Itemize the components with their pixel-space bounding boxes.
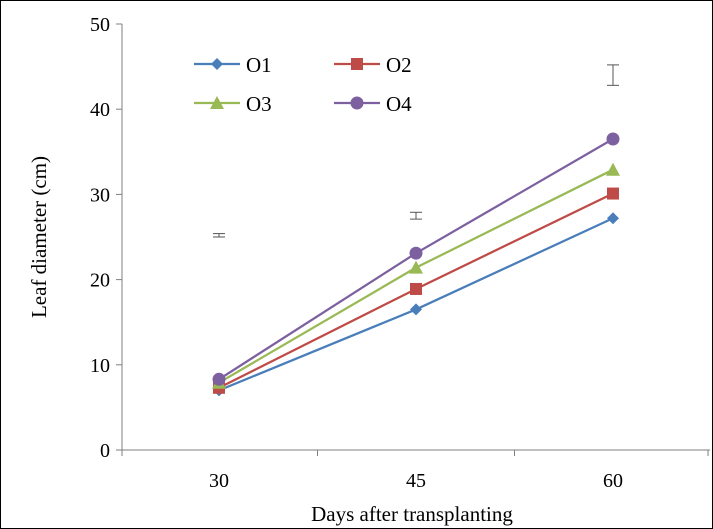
data-point-o4 — [212, 372, 226, 386]
y-tick-label: 10 — [90, 355, 110, 377]
x-tick-label: 30 — [209, 470, 229, 492]
legend-item-o1: O1 — [194, 53, 272, 77]
data-point-o3 — [606, 162, 620, 176]
legend-item-o2: O2 — [334, 53, 412, 77]
data-point-o1 — [410, 303, 422, 316]
data-point-o2 — [607, 187, 619, 200]
y-tick-label: 30 — [90, 184, 110, 206]
x-tick-label: 45 — [406, 470, 426, 492]
legend-marker — [350, 96, 364, 110]
x-tick-label: 60 — [603, 470, 623, 492]
legend-marker — [210, 96, 224, 109]
legend-label: O1 — [246, 53, 272, 77]
legend-marker — [351, 58, 363, 70]
data-point-o3 — [409, 260, 423, 274]
data-point-o4 — [409, 246, 423, 260]
legend-label: O4 — [386, 92, 412, 116]
legend-item-o3: O3 — [194, 92, 272, 116]
data-point-o2 — [410, 282, 422, 295]
legend: O1 O2 O3 O4 — [194, 53, 412, 116]
series-line-o3 — [218, 168, 614, 384]
legend-label: O2 — [386, 53, 412, 77]
y-axis-ticks: 0 10 20 30 40 50 — [90, 14, 122, 462]
series-markers — [212, 132, 620, 397]
axes — [121, 24, 710, 451]
y-tick-label: 20 — [90, 270, 110, 292]
legend-item-o4: O4 — [334, 92, 412, 116]
legend-marker — [211, 58, 223, 70]
y-tick-label: 40 — [90, 99, 110, 121]
data-point-o4 — [606, 132, 620, 146]
error-bars — [213, 64, 619, 238]
y-tick-label: 0 — [100, 440, 110, 462]
y-axis-title: Leaf diameter (cm) — [27, 156, 51, 318]
x-axis-title: Days after transplanting — [311, 502, 513, 526]
x-axis-ticks: 30 45 60 — [121, 450, 709, 492]
data-point-o1 — [607, 212, 619, 225]
y-tick-label: 50 — [90, 14, 110, 36]
legend-label: O3 — [246, 92, 272, 116]
